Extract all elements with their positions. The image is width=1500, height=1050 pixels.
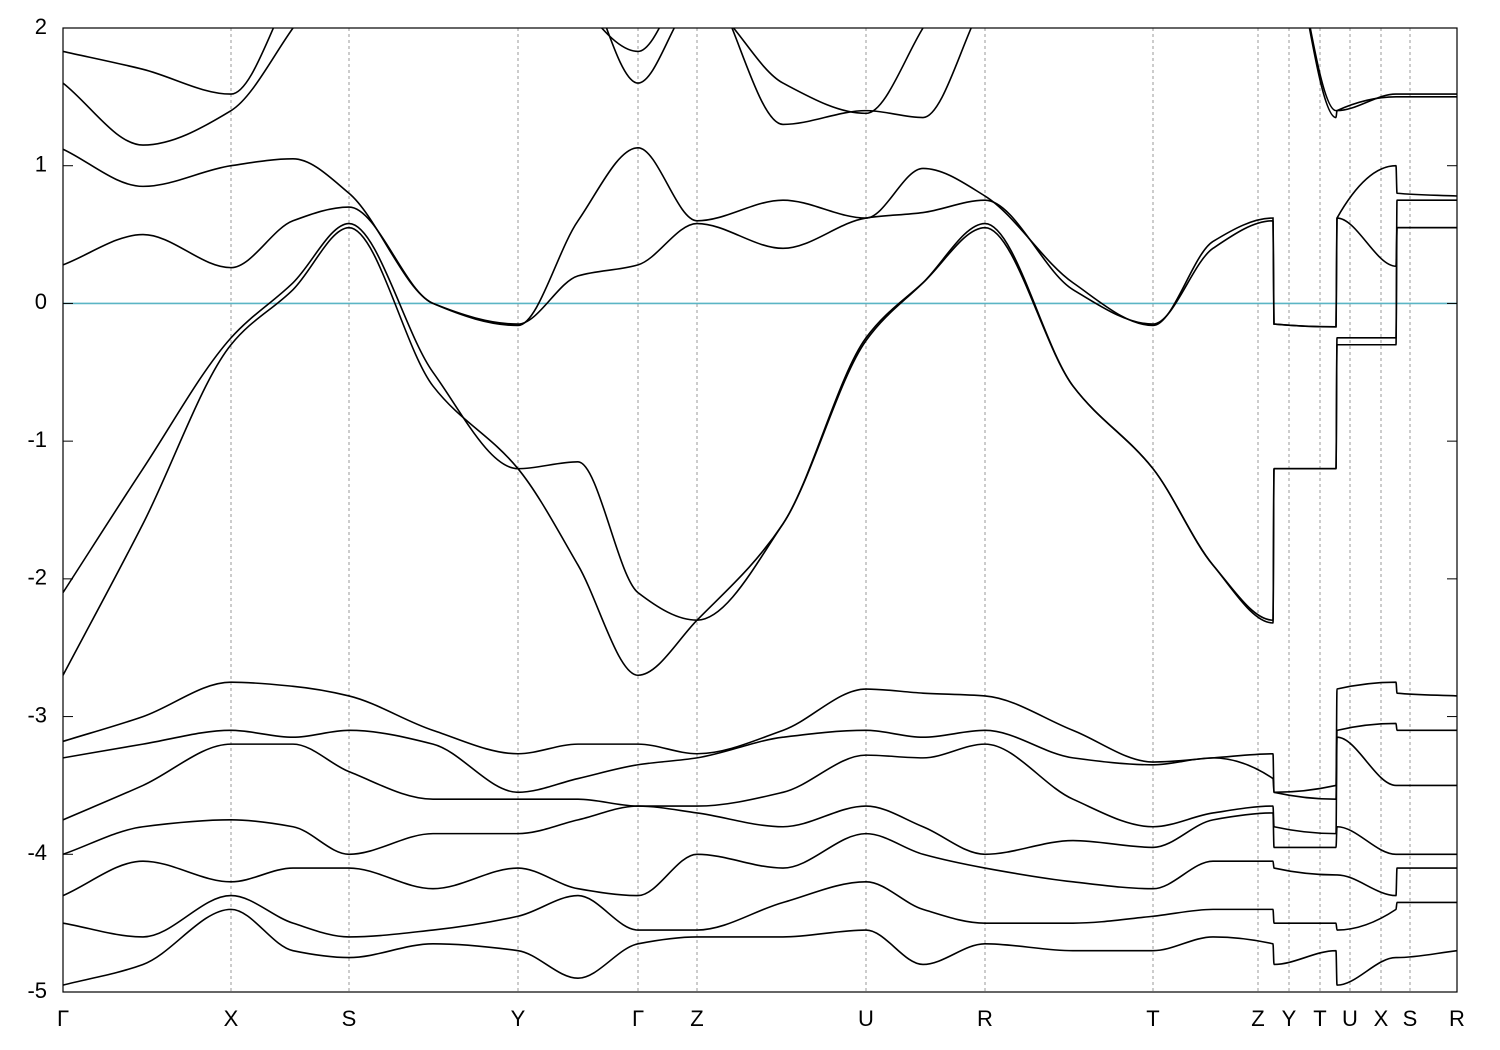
plot-frame: [62, 27, 1458, 993]
y-tick-label: 2: [35, 14, 47, 39]
band: [63, 805, 1457, 856]
band: [63, 681, 1457, 794]
x-tick-label: T: [1313, 1006, 1326, 1031]
x-tick-label: Z: [690, 1006, 703, 1031]
y-tick-label: -4: [27, 840, 47, 865]
band: [63, 722, 1457, 801]
x-tick-label: R: [1449, 1006, 1465, 1031]
x-tick-label: Γ: [57, 1006, 69, 1031]
y-tick-label: -3: [27, 702, 47, 727]
band: [63, 832, 1457, 897]
x-tick-label: U: [858, 1006, 874, 1031]
band: [63, 28, 1457, 146]
x-tick-label: Γ: [632, 1006, 644, 1031]
y-tick-label: 0: [35, 289, 47, 314]
x-tick-label: S: [342, 1006, 357, 1031]
band: [63, 147, 1457, 328]
x-tick-label: T: [1146, 1006, 1159, 1031]
y-tick-label: -1: [27, 427, 47, 452]
y-tick-label: -2: [27, 565, 47, 590]
y-tick-label: 1: [35, 152, 47, 177]
band: [63, 199, 1457, 624]
band: [63, 28, 1457, 126]
y-tick-label: -5: [27, 978, 47, 1003]
x-tick-label: Y: [1282, 1006, 1297, 1031]
band: [63, 736, 1457, 835]
band: [63, 908, 1457, 986]
band: [63, 881, 1457, 938]
bands: [63, 28, 1457, 986]
x-tick-label: U: [1342, 1006, 1358, 1031]
x-tick-label: X: [1374, 1006, 1389, 1031]
x-tick-label: X: [224, 1006, 239, 1031]
x-tick-label: S: [1403, 1006, 1418, 1031]
x-tick-label: R: [977, 1006, 993, 1031]
grid: [230, 28, 1411, 992]
x-tick-label: Z: [1251, 1006, 1264, 1031]
x-tick-label: Y: [511, 1006, 526, 1031]
